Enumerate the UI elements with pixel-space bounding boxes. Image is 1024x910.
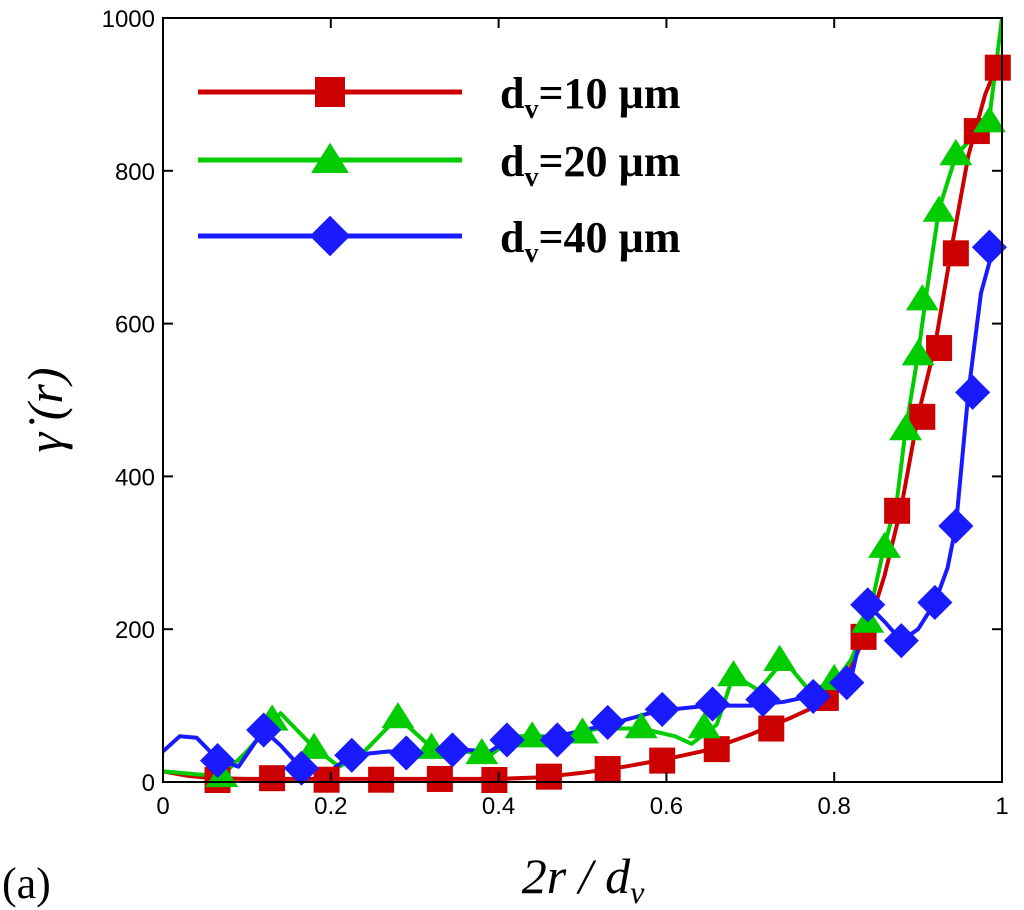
series-2-marker (717, 660, 750, 687)
y-tick-label: 1000 (102, 6, 155, 33)
y-tick-label: 400 (115, 464, 155, 491)
y-tick-label: 200 (115, 617, 155, 644)
series-1-marker (926, 335, 953, 362)
plot-frame (162, 17, 1003, 783)
series-3-marker (434, 732, 471, 768)
series-2-marker (901, 339, 935, 366)
legend-item-1: dv=10 µm (198, 69, 681, 125)
series-2-marker (972, 106, 1006, 133)
legend-marker-shape-3 (309, 215, 351, 257)
legend-marker-2 (311, 142, 349, 173)
series-2-marker (624, 712, 658, 739)
series-2-marker (687, 712, 721, 739)
series-2-marker (922, 195, 956, 222)
legend-label-1: dv=10 µm (500, 69, 681, 125)
series-2-marker (465, 738, 499, 765)
y-tick-label: 800 (115, 159, 155, 186)
series-1-marker (942, 240, 969, 267)
series-3-marker (917, 584, 953, 621)
series-1-marker (703, 736, 730, 763)
series-3-marker (539, 722, 575, 758)
series-3-marker (246, 712, 282, 748)
series-3-marker (955, 374, 991, 410)
series-2-marker (297, 732, 331, 759)
series-3-marker (644, 691, 680, 727)
series-2-marker (763, 644, 797, 671)
x-tick-label: 0.4 (482, 793, 515, 820)
series-1-marker (313, 766, 340, 793)
series-1-marker (649, 747, 676, 774)
series-2-marker (515, 721, 549, 748)
series-2-marker (868, 531, 901, 558)
series-3-marker (829, 665, 865, 701)
series-1-marker (259, 765, 286, 792)
tick-layer: 0 0.2 0.4 0.6 0.8 1 0 200 400 600 800 1000 (102, 6, 1009, 820)
series-3-marker (694, 686, 731, 722)
series-1-marker (535, 763, 562, 790)
series-3-marker (489, 722, 525, 758)
series-3-marker (334, 737, 370, 773)
x-axis-title: 2r / dv (522, 848, 645, 910)
series-3-marker (795, 678, 831, 714)
series-3-marker (745, 681, 781, 718)
series-1-marker (909, 403, 936, 430)
legend-marker-shape-1 (315, 77, 345, 107)
series-2-marker (905, 284, 939, 311)
y-tick-label: 0 (142, 770, 155, 797)
series-3-marker (971, 229, 1007, 265)
legend: dv=10 µm dv=20 µm dv=40 µm (198, 69, 681, 269)
series-3-marker (938, 508, 974, 544)
series-1-marker (426, 765, 453, 792)
series-2-marker (381, 702, 415, 729)
legend-marker-shape-2 (311, 142, 349, 173)
legend-item-2: dv=20 µm (198, 137, 681, 193)
legend-label-2: dv=20 µm (500, 137, 681, 193)
series-3-marker (388, 735, 424, 771)
series-3-marker (199, 743, 236, 779)
series-1-marker (481, 767, 508, 793)
legend-marker-3 (309, 215, 351, 257)
series-3-marker (850, 587, 886, 623)
series-1-marker (368, 766, 395, 793)
series-3-marker (590, 704, 626, 740)
marker-layer (199, 54, 1011, 793)
series-3-marker (883, 623, 919, 659)
x-tick-label: 0 (156, 793, 169, 820)
series-2-marker (566, 717, 599, 744)
legend-label-3: dv=40 µm (500, 213, 681, 269)
x-tick-label: 1 (995, 793, 1008, 820)
series-2-marker (889, 414, 922, 441)
y-tick-label: 600 (115, 312, 155, 339)
x-tick-label: 0.6 (650, 793, 683, 820)
series-1-marker (758, 715, 785, 742)
series-2-marker (205, 760, 239, 788)
panel-label: (a) (2, 859, 51, 908)
series-1-marker (984, 54, 1011, 81)
legend-marker-1 (315, 77, 345, 107)
series-3-marker (283, 750, 319, 786)
legend-item-3: dv=40 µm (198, 213, 681, 269)
series-2-marker (939, 139, 973, 166)
x-tick-label: 0.2 (314, 793, 347, 820)
series-1-marker (594, 756, 621, 783)
y-axis-title: γ̇ (r) (17, 368, 73, 453)
series-1-marker (884, 497, 911, 524)
x-tick-label: 0.8 (818, 793, 851, 820)
